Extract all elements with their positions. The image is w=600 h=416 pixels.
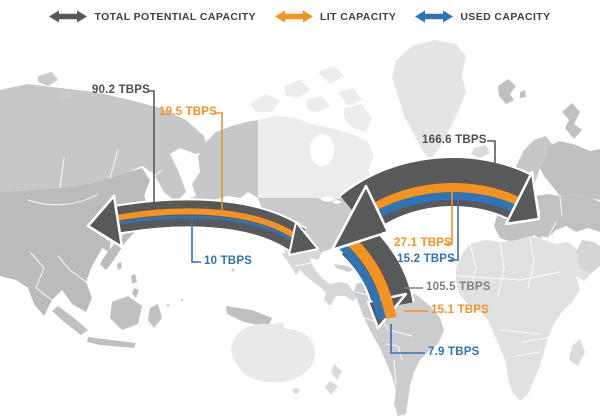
lit-capacity-arrow-icon [274,10,313,23]
atlantic-lit-leader [444,190,453,245]
legend: TOTAL POTENTIAL CAPACITY LIT CAPACITY US… [0,10,600,23]
pacific-total-leader [148,90,155,205]
pacific-used-leader [191,219,201,263]
south-america-used-band [339,243,386,320]
south-america-used-label: 7.9 TBPS [428,346,480,358]
south-america-lit-label: 15.1 TBPS [431,304,490,316]
south-america-used-leader [390,324,425,354]
legend-item-used: USED CAPACITY [415,10,550,23]
south-america-total-label: 105.5 TBPS [426,281,491,293]
leader-lines [148,90,496,354]
legend-item-total: TOTAL POTENTIAL CAPACITY [49,10,256,23]
atlantic-arrowhead-west [330,184,390,252]
pacific-lit-label: 19.5 TBPS [159,106,218,118]
atlantic-total-leader [487,140,496,167]
atlantic-total-label: 166.6 TBPS [422,134,487,146]
total-capacity-arrow-icon [49,10,88,23]
atlantic-arrow [330,156,541,252]
country-borders [27,149,563,385]
pacific-arrowhead-east [288,221,319,256]
used-capacity-arrow-icon [415,10,454,23]
south-america-lit-band [348,238,397,320]
south-america-arrow [339,224,415,330]
pacific-lit-band [109,208,300,241]
legend-label-used: USED CAPACITY [460,10,551,23]
atlantic-lit-label: 27.1 TBPS [394,237,453,249]
pacific-arrowhead-west [86,194,124,249]
pacific-used-band [109,215,299,245]
pacific-lit-leader [214,112,223,210]
legend-label-total: TOTAL POTENTIAL CAPACITY [94,10,256,23]
legend-item-lit: LIT CAPACITY [274,10,397,23]
pacific-arrow [86,194,319,256]
legend-label-lit: LIT CAPACITY [319,10,397,23]
atlantic-used-label: 15.2 TBPS [397,253,456,265]
pacific-used-label: 10 TBPS [204,255,253,267]
atlantic-used-leader [450,198,459,261]
atlantic-arrowhead-east [504,170,541,226]
pacific-total-label: 90.2 TBPS [92,84,151,96]
